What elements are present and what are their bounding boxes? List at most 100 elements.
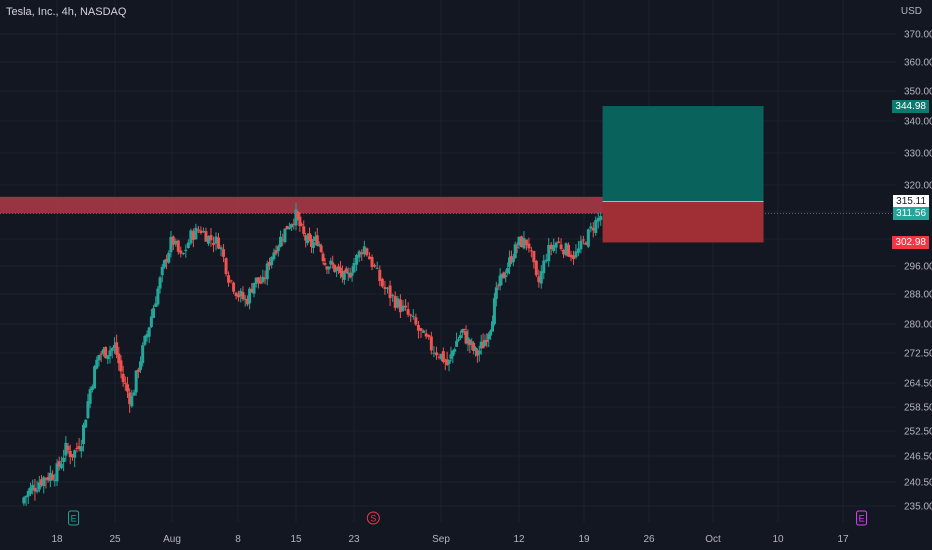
candle-body[interactable] <box>429 336 433 351</box>
candle-body[interactable] <box>145 334 149 338</box>
candle-body[interactable] <box>360 252 364 255</box>
candle-body[interactable] <box>309 238 313 247</box>
earnings-event-icon[interactable] <box>68 510 80 526</box>
candle-body[interactable] <box>468 339 472 346</box>
candle-body[interactable] <box>106 355 110 360</box>
candle-body[interactable] <box>439 353 443 360</box>
candle-body[interactable] <box>524 239 528 246</box>
candle-body[interactable] <box>494 287 498 299</box>
candle-body[interactable] <box>222 249 226 257</box>
candle-body[interactable] <box>489 330 493 336</box>
candle-body[interactable] <box>443 360 447 362</box>
candle-body[interactable] <box>227 275 231 283</box>
candle-body[interactable] <box>196 229 200 231</box>
candle-body[interactable] <box>337 266 341 270</box>
candle-body[interactable] <box>296 211 300 219</box>
candle-body[interactable] <box>564 243 568 256</box>
candle-body[interactable] <box>327 266 331 270</box>
candle-body[interactable] <box>537 276 541 283</box>
candle-body[interactable] <box>248 288 252 304</box>
candle-body[interactable] <box>388 285 392 299</box>
candle-body[interactable] <box>95 359 99 369</box>
candle-body[interactable] <box>82 424 86 444</box>
candle-body[interactable] <box>591 227 595 231</box>
candle-body[interactable] <box>464 331 468 344</box>
candle-body[interactable] <box>181 253 185 255</box>
candle-body[interactable] <box>53 480 57 482</box>
candle-body[interactable] <box>485 339 489 342</box>
candle-body[interactable] <box>125 384 129 392</box>
candle-body[interactable] <box>86 401 90 418</box>
candle-body[interactable] <box>287 227 291 229</box>
candle-body[interactable] <box>509 256 513 263</box>
candle-body[interactable] <box>209 235 213 241</box>
candle-body[interactable] <box>37 482 41 490</box>
candle-body[interactable] <box>99 353 103 355</box>
candle-body[interactable] <box>434 352 438 356</box>
candle-body[interactable] <box>214 236 218 244</box>
candle-body[interactable] <box>404 305 408 308</box>
candle-body[interactable] <box>441 351 445 363</box>
candle-body[interactable] <box>511 257 515 263</box>
candle-body[interactable] <box>350 272 354 276</box>
candle-body[interactable] <box>270 256 274 266</box>
candle-body[interactable] <box>338 267 342 273</box>
candle-body[interactable] <box>391 295 395 297</box>
candle-body[interactable] <box>121 373 125 383</box>
candle-body[interactable] <box>340 270 344 278</box>
candle-body[interactable] <box>498 275 502 286</box>
candle-body[interactable] <box>136 369 140 373</box>
candle-body[interactable] <box>267 262 271 266</box>
candle-body[interactable] <box>584 242 588 245</box>
candle-body[interactable] <box>217 237 221 249</box>
candle-body[interactable] <box>313 236 317 241</box>
candle-body[interactable] <box>449 354 453 359</box>
candle-body[interactable] <box>398 299 402 313</box>
candle-body[interactable] <box>40 479 44 485</box>
candle-body[interactable] <box>134 370 138 393</box>
candle-body[interactable] <box>539 271 543 284</box>
candle-body[interactable] <box>365 248 369 256</box>
candle-body[interactable] <box>386 287 390 289</box>
candle-body[interactable] <box>46 477 50 481</box>
candle-body[interactable] <box>31 484 35 490</box>
candle-body[interactable] <box>101 349 105 354</box>
candle-body[interactable] <box>416 324 420 331</box>
candle-body[interactable] <box>346 272 350 275</box>
candle-body[interactable] <box>483 340 487 346</box>
candle-body[interactable] <box>250 288 254 293</box>
candle-body[interactable] <box>302 226 306 234</box>
candle-body[interactable] <box>73 450 77 458</box>
candle-body[interactable] <box>475 350 479 356</box>
candle-body[interactable] <box>158 277 162 289</box>
candle-body[interactable] <box>104 347 108 358</box>
candle-body[interactable] <box>569 254 573 258</box>
candle-body[interactable] <box>149 316 153 328</box>
candle-body[interactable] <box>335 268 339 272</box>
candle-body[interactable] <box>401 305 405 311</box>
candle-body[interactable] <box>479 341 483 349</box>
candle-body[interactable] <box>422 330 426 333</box>
candle-body[interactable] <box>357 251 361 258</box>
candle-body[interactable] <box>370 257 374 268</box>
candle-body[interactable] <box>35 489 39 492</box>
candle-body[interactable] <box>93 366 97 389</box>
candle-body[interactable] <box>491 321 495 332</box>
time-axis[interactable]: 18 25 Aug 8 15 23 Sep 12 19 26 Oct 10 17 <box>51 534 849 545</box>
candle-body[interactable] <box>75 447 79 449</box>
split-event-icon[interactable] <box>366 511 380 525</box>
candle-body[interactable] <box>201 231 205 233</box>
candle-body[interactable] <box>342 270 346 280</box>
candle-body[interactable] <box>24 495 28 498</box>
candle-body[interactable] <box>261 276 265 282</box>
candle-body[interactable] <box>283 228 287 243</box>
candle-body[interactable] <box>567 244 571 257</box>
candle-body[interactable] <box>557 241 561 243</box>
candle-body[interactable] <box>174 240 178 245</box>
candle-body[interactable] <box>274 250 278 254</box>
candle-body[interactable] <box>55 463 59 482</box>
candle-body[interactable] <box>456 339 460 341</box>
candle-body[interactable] <box>26 491 30 497</box>
candle-body[interactable] <box>112 344 116 349</box>
